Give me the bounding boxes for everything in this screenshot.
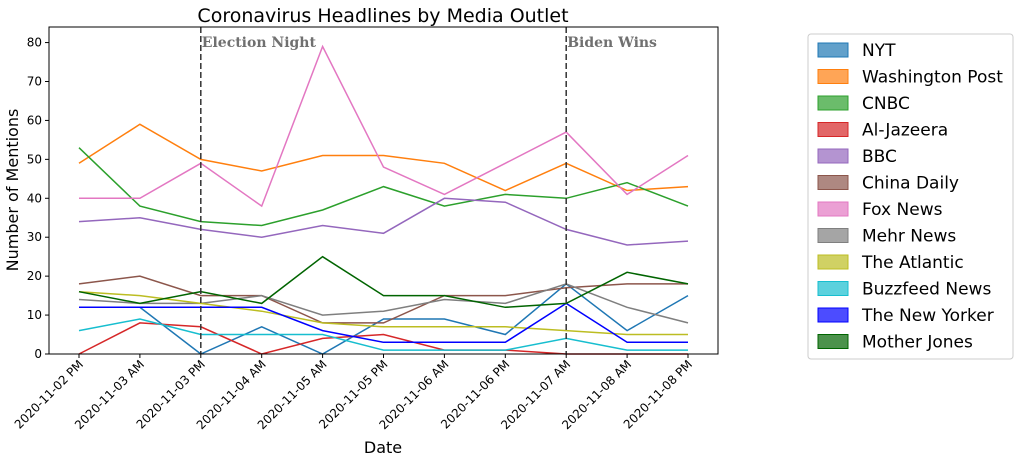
- series-line-6: [79, 44, 689, 208]
- legend-label-8: The Atlantic: [861, 253, 964, 273]
- series-line-11: [78, 255, 689, 309]
- annotation-label-1: Biden Wins: [567, 35, 657, 51]
- series-line-8: [78, 290, 688, 336]
- series-line-1: [78, 123, 689, 192]
- annotation-label-0: Election Night: [202, 35, 317, 51]
- legend-label-4: BBC: [862, 147, 897, 167]
- legend-label-6: Fox News: [862, 200, 943, 220]
- y-tick-label-5: 50: [27, 152, 42, 166]
- legend-swatch-8: [817, 254, 849, 270]
- legend-swatch-1: [817, 69, 849, 84]
- y-tick-label-0: 0: [34, 347, 42, 361]
- x-axis-title: Date: [364, 438, 402, 457]
- legend-swatch-6: [817, 201, 849, 217]
- series-line-4: [78, 197, 689, 246]
- series-line-2: [78, 147, 689, 227]
- legend-label-0: NYT: [862, 41, 896, 61]
- y-tick-label-4: 40: [27, 191, 42, 205]
- legend-label-11: Mother Jones: [862, 333, 973, 353]
- legend-label-9: Buzzfeed News: [862, 280, 991, 300]
- series-line-10: [79, 302, 688, 344]
- y-axis-title: Number of Mentions: [3, 109, 22, 272]
- y-axis: 0 10 20 30 40 50 60 70 80: [27, 36, 49, 361]
- legend-swatch-4: [817, 148, 849, 164]
- legend-label-7: Mehr News: [862, 227, 956, 247]
- legend-swatch-0: [817, 42, 849, 58]
- plot-frame: [48, 26, 719, 355]
- legend-swatch-10: [817, 307, 849, 323]
- chart-title: Coronavirus Headlines by Media Outlet: [197, 5, 568, 27]
- series-line-0: [79, 282, 689, 355]
- legend-swatch-9: [817, 281, 849, 296]
- legend-label-10: The New Yorker: [861, 306, 994, 326]
- y-tick-label-8: 80: [27, 36, 42, 50]
- series-line-5: [78, 275, 688, 324]
- legend-swatch-5: [817, 175, 849, 190]
- legend-swatch-11: [817, 334, 849, 349]
- y-tick-label-6: 60: [27, 113, 42, 127]
- y-tick-label-7: 70: [27, 75, 42, 89]
- legend-label-5: China Daily: [862, 174, 959, 194]
- plot-lines: [78, 44, 689, 355]
- legend-label-1: Washington Post: [862, 68, 1003, 88]
- legend-swatch-7: [817, 228, 849, 243]
- y-tick-label-3: 30: [27, 230, 42, 244]
- legend-swatch-3: [817, 122, 849, 137]
- legend-swatch-2: [817, 95, 849, 111]
- legend-label-2: CNBC: [862, 94, 910, 114]
- legend-frame: [807, 33, 1014, 360]
- legend: NYT Washington Post CNBC Al-Jazeera BBC China…: [807, 33, 1014, 360]
- legend-label-3: Al-Jazeera: [862, 121, 948, 141]
- series-line-9: [78, 318, 688, 351]
- annotation-lines: Election Night Biden Wins: [200, 27, 657, 354]
- series-line-7: [78, 283, 689, 324]
- y-tick-label-2: 20: [27, 269, 42, 283]
- y-tick-label-1: 10: [27, 308, 42, 322]
